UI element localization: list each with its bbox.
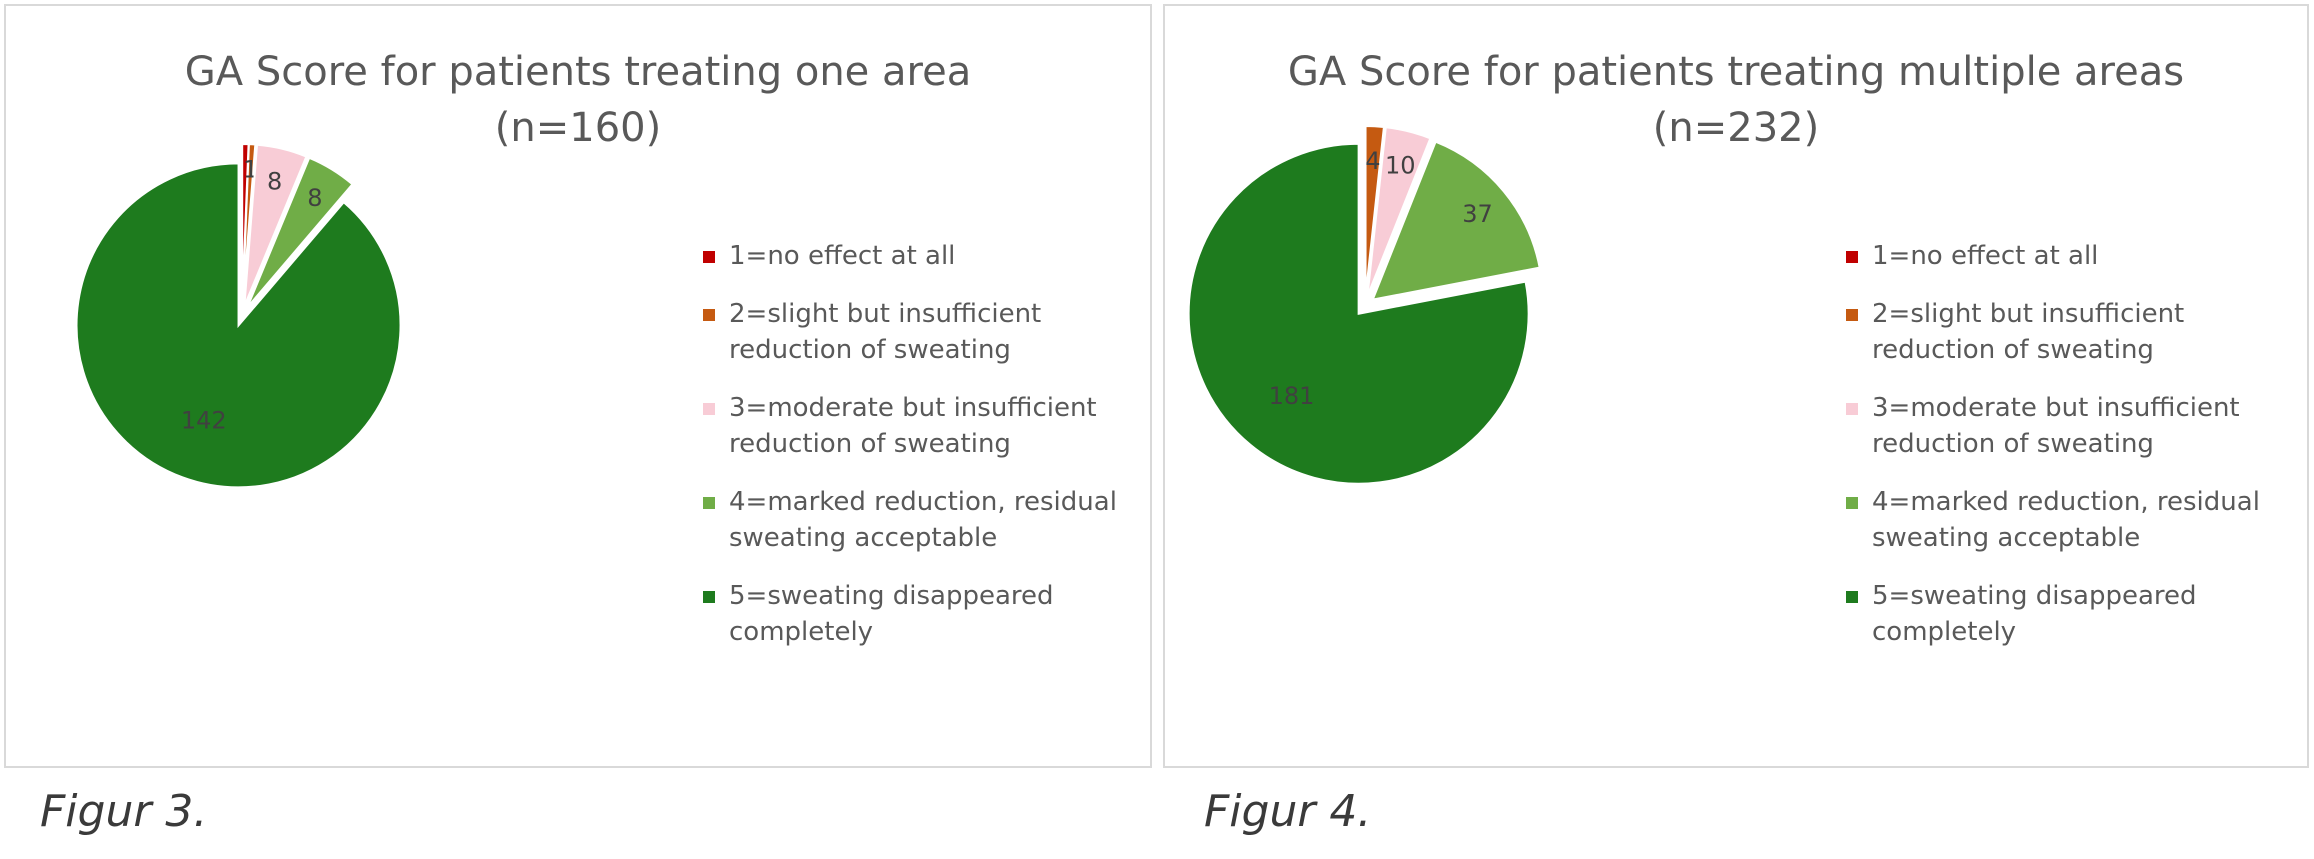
data-label-3: 8 bbox=[267, 167, 282, 195]
legend-swatch bbox=[703, 497, 715, 509]
legend-label: completely bbox=[729, 617, 874, 647]
legend-label: sweating acceptable bbox=[1872, 523, 2141, 553]
chart-legend: 1=no effect at all 2=slight but insuffici… bbox=[1842, 238, 2272, 672]
legend-item-5: 5=sweating disappeared completely bbox=[699, 578, 1129, 650]
pie-slice-5 bbox=[75, 162, 402, 489]
data-label-5: 181 bbox=[1269, 382, 1315, 410]
figure-caption-4: Figur 4. bbox=[1204, 786, 1372, 837]
legend-label: sweating acceptable bbox=[729, 523, 998, 553]
data-label-4: 8 bbox=[307, 184, 322, 212]
legend-label: 5=sweating disappeared bbox=[1872, 581, 2197, 611]
legend-swatch bbox=[1846, 591, 1858, 603]
legend-item-1: 1=no effect at all bbox=[699, 238, 1129, 274]
data-label-3: 10 bbox=[1385, 151, 1416, 179]
legend-label: 3=moderate but insufficient bbox=[1872, 393, 2240, 423]
pie-slice-5 bbox=[1187, 142, 1530, 485]
chart-title-line-2: (n=160) bbox=[494, 105, 662, 151]
legend-swatch bbox=[703, 403, 715, 415]
chart-title: GA Score for patients treating multiple … bbox=[1165, 44, 2307, 156]
legend-item-5: 5=sweating disappeared completely bbox=[1842, 578, 2272, 650]
legend-item-3: 3=moderate but insufficient reduction of … bbox=[1842, 390, 2272, 462]
legend-label: 4=marked reduction, residual bbox=[1872, 487, 2260, 517]
chart-title-line-1: GA Score for patients treating multiple … bbox=[1287, 49, 2185, 95]
figure-caption-3: Figur 3. bbox=[40, 786, 208, 837]
legend-swatch bbox=[703, 591, 715, 603]
data-label-2: 4 bbox=[1365, 147, 1380, 175]
legend-swatch bbox=[1846, 403, 1858, 415]
legend-label: reduction of sweating bbox=[729, 429, 1011, 459]
data-label-5: 142 bbox=[181, 407, 227, 435]
pie-slice-4 bbox=[1371, 140, 1541, 301]
legend-item-2: 2=slight but insufficient reduction of sw… bbox=[1842, 296, 2272, 368]
chart-panel-multiple-areas: GA Score for patients treating multiple … bbox=[1163, 4, 2309, 768]
pie-slice-3 bbox=[243, 143, 308, 307]
legend-label: 3=moderate but insufficient bbox=[729, 393, 1097, 423]
legend-swatch bbox=[703, 251, 715, 263]
legend-label: 5=sweating disappeared bbox=[729, 581, 1054, 611]
pie-slice-2 bbox=[1364, 125, 1386, 297]
pie-slice-2 bbox=[241, 143, 257, 307]
legend-swatch bbox=[1846, 309, 1858, 321]
legend-item-3: 3=moderate but insufficient reduction of … bbox=[699, 390, 1129, 462]
legend-item-4: 4=marked reduction, residual sweating acc… bbox=[1842, 484, 2272, 556]
chart-title-line-2: (n=232) bbox=[1652, 105, 1820, 151]
legend-item-4: 4=marked reduction, residual sweating acc… bbox=[699, 484, 1129, 556]
legend-label: completely bbox=[1872, 617, 2017, 647]
legend-swatch bbox=[703, 309, 715, 321]
pie-slice-3 bbox=[1366, 126, 1432, 297]
chart-legend: 1=no effect at all 2=slight but insuffici… bbox=[699, 238, 1129, 672]
chart-title-line-1: GA Score for patients treating one area bbox=[184, 49, 972, 95]
legend-label: 2=slight but insufficient bbox=[1872, 299, 2185, 329]
legend-label: reduction of sweating bbox=[1872, 429, 2154, 459]
legend-item-2: 2=slight but insufficient reduction of sw… bbox=[699, 296, 1129, 368]
legend-label: 2=slight but insufficient bbox=[729, 299, 1042, 329]
legend-label: reduction of sweating bbox=[729, 335, 1011, 365]
chart-title: GA Score for patients treating one area … bbox=[6, 44, 1150, 156]
legend-swatch bbox=[1846, 497, 1858, 509]
pie-chart-multiple-areas: 4 10 37 181 bbox=[1187, 125, 1541, 485]
legend-swatch bbox=[1846, 251, 1858, 263]
pie-slice-4 bbox=[246, 156, 354, 309]
legend-label: 1=no effect at all bbox=[729, 241, 956, 271]
chart-panel-one-area: GA Score for patients treating one area … bbox=[4, 4, 1152, 768]
legend-label: 1=no effect at all bbox=[1872, 241, 2099, 271]
legend-item-1: 1=no effect at all bbox=[1842, 238, 2272, 274]
legend-label: reduction of sweating bbox=[1872, 335, 2154, 365]
data-label-4: 37 bbox=[1462, 200, 1493, 228]
legend-label: 4=marked reduction, residual bbox=[729, 487, 1117, 517]
